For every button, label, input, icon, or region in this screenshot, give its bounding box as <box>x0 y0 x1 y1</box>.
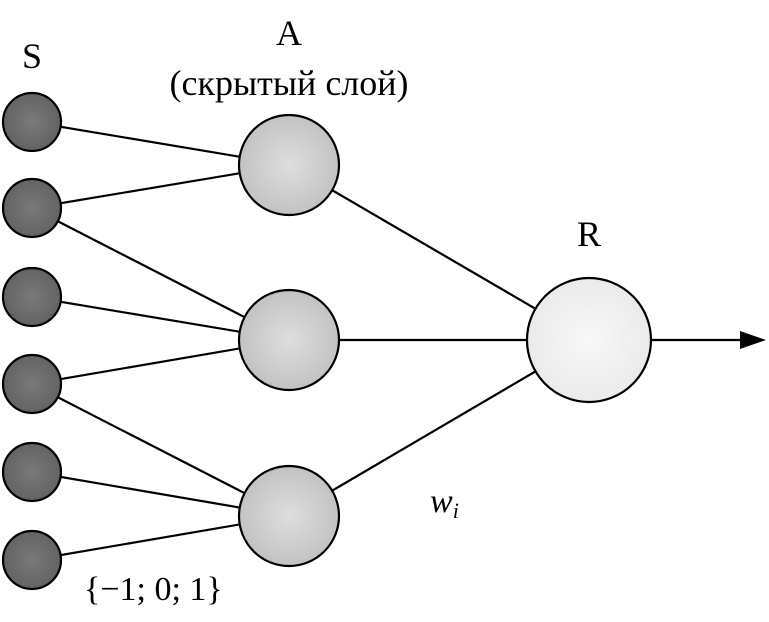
r-neuron-r <box>525 276 653 404</box>
s-neuron-s3 <box>1 266 63 328</box>
a-neuron-a3 <box>237 464 341 568</box>
s-neuron-s6 <box>1 529 63 591</box>
output-arrow <box>651 331 766 349</box>
weight-subscript: i <box>453 498 459 523</box>
s-neuron-s4 <box>1 353 63 415</box>
weight-label: wi <box>430 483 459 523</box>
r-layer-label: R <box>577 214 601 254</box>
input-values-label: {−1; 0; 1} <box>84 571 223 608</box>
weight-symbol: w <box>430 483 453 520</box>
neurons <box>1 91 653 591</box>
a-neuron-a1 <box>237 113 341 217</box>
s-neuron-s2 <box>1 177 63 239</box>
s-neuron-s1 <box>1 91 63 153</box>
a-neuron-a2 <box>237 288 341 392</box>
s-neuron-s5 <box>1 441 63 503</box>
s-layer-label: S <box>22 36 42 76</box>
a-layer-sublabel: (скрытый слой) <box>169 63 408 103</box>
a-layer-label: A <box>276 13 302 53</box>
